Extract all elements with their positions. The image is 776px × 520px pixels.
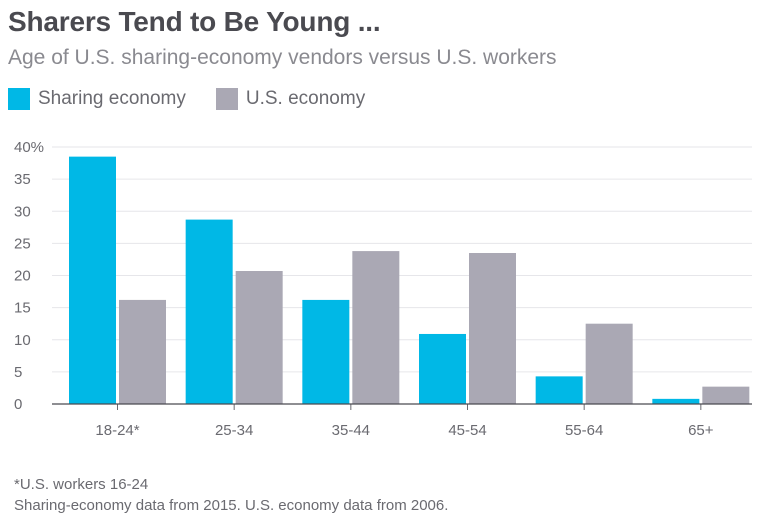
y-tick-label: 0	[14, 396, 22, 413]
legend-item-us: U.S. economy	[215, 88, 366, 110]
bar-sharing-economy	[419, 333, 466, 404]
chart-title: Sharers Tend to Be Young ...	[8, 6, 381, 37]
legend-label-sharing: Sharing economy	[38, 88, 186, 109]
bar-us-economy	[469, 253, 516, 404]
bar-sharing-economy	[69, 156, 116, 404]
x-tick-label: 25-34	[215, 422, 253, 439]
legend-item-sharing: Sharing economy	[8, 88, 186, 110]
bar-us-economy	[585, 323, 633, 404]
y-tick-label: 10	[14, 332, 31, 349]
x-tick-label: 45-54	[448, 422, 486, 439]
bar-us-economy	[235, 271, 283, 404]
bar-sharing-economy	[302, 299, 350, 404]
x-tick-label: 65+	[688, 422, 714, 439]
footnotes: *U.S. workers 16-24 Sharing-economy data…	[14, 474, 448, 516]
y-tick-label: 30	[14, 203, 31, 220]
legend-swatch-us	[215, 88, 238, 110]
legend-swatch-sharing	[8, 88, 30, 110]
footnote-age: *U.S. workers 16-24	[14, 476, 149, 493]
bar-sharing-economy	[535, 376, 583, 404]
legend: Sharing economy U.S. economy	[8, 88, 395, 110]
x-tick-label: 55-64	[565, 422, 603, 439]
bar-us-economy	[119, 299, 166, 404]
x-tick-label: 18-24*	[95, 422, 139, 439]
bar-us-economy	[702, 386, 750, 404]
bar-chart: 0 5 10 15 20 25 30 35 40% 18-24* 25-34 35-44 45-54 55…	[14, 139, 752, 439]
bar-sharing-economy	[652, 398, 700, 404]
legend-label-us: U.S. economy	[245, 88, 366, 109]
y-tick-label: 35	[14, 171, 31, 188]
y-tick-label: 40%	[14, 139, 44, 156]
y-tick-label: 15	[14, 300, 31, 317]
chart-subtitle: Age of U.S. sharing-economy vendors vers…	[8, 46, 557, 69]
y-tick-label: 25	[14, 235, 31, 252]
footnote-source: Sharing-economy data from 2015. U.S. eco…	[14, 497, 449, 514]
y-tick-label: 5	[14, 364, 22, 381]
bar-sharing-economy	[185, 219, 233, 404]
y-tick-label: 20	[14, 268, 31, 285]
x-tick-label: 35-44	[332, 422, 370, 439]
bar-us-economy	[352, 251, 400, 404]
